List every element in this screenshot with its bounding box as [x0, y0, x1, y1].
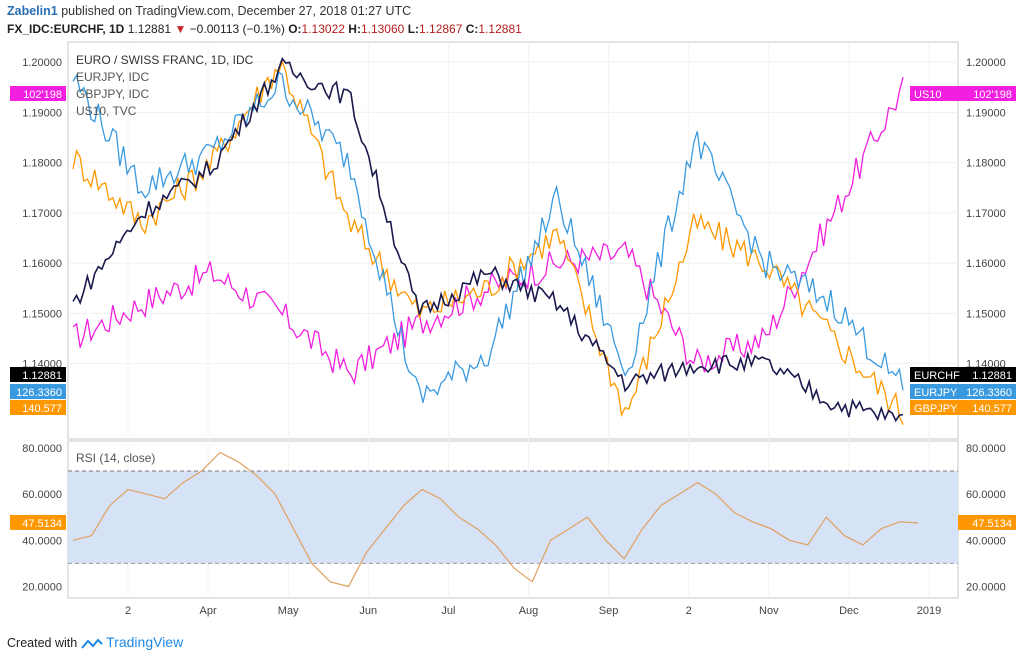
price-tag-left-us10	[10, 86, 66, 101]
price-tag-right-us10	[910, 86, 1016, 101]
rsi-y-tick-left: 40.0000	[22, 535, 62, 547]
tradingview-logo-icon	[80, 638, 103, 649]
created-with: Created with	[7, 636, 78, 650]
rsi-y-tick-right: 20.0000	[966, 581, 1006, 593]
price-tag-left-eurchf	[10, 367, 66, 382]
y-tick-left: 1.16000	[22, 258, 62, 270]
price-tag-left-text: 102'198	[23, 89, 62, 101]
rsi-y-tick-right: 80.0000	[966, 443, 1006, 455]
main-pane[interactable]	[67, 41, 959, 440]
y-tick-left: 1.15000	[22, 308, 62, 320]
price-tag-right-value: 126.3360	[966, 387, 1012, 399]
series-line-eurjpy	[72, 71, 904, 403]
x-tick-label: Nov	[759, 605, 779, 617]
price-tag-left-text: 140.577	[22, 403, 62, 415]
down-arrow-icon: ▼	[174, 22, 187, 36]
price-tag-right-name: EURCHF	[914, 370, 960, 382]
rsi-tag-right	[958, 514, 1016, 530]
x-tick-label: Sep	[599, 605, 619, 617]
rsi-tag-right-text: 47.5134	[972, 518, 1012, 530]
series-layer	[72, 56, 904, 425]
tradingview-brand[interactable]: TradingView	[106, 634, 184, 650]
close-label: C:	[465, 22, 479, 36]
rsi-y-tick-right: 60.0000	[966, 489, 1006, 501]
axis-layer: 1.20000 1.20000 1.19000 1.19000 1.18000 1.180…	[22, 57, 1006, 617]
high-label: H:	[348, 22, 361, 36]
open-label: O:	[288, 22, 302, 36]
y-tick-left: 1.20000	[22, 57, 62, 69]
legend-eurjpy[interactable]: EURJPY, IDC	[76, 70, 149, 84]
rsi-legend[interactable]: RSI (14, close)	[76, 451, 155, 465]
rsi-layer	[68, 451, 958, 588]
publish-info: published on TradingView.com, December 2…	[61, 4, 412, 18]
price-tag-left-gbpjpy	[10, 400, 66, 415]
series-line-us10	[72, 76, 904, 386]
price-tag-right-eurchf	[910, 367, 1016, 382]
y-tick-right: 1.19000	[966, 107, 1006, 119]
price-tag-right-name: GBPJPY	[914, 403, 958, 415]
legend-eurchf[interactable]: EURO / SWISS FRANC, 1D, IDC	[76, 53, 254, 67]
author-name[interactable]: Zabelin1	[7, 4, 58, 18]
y-tick-right: 1.16000	[966, 258, 1006, 270]
rsi-y-tick-left: 60.0000	[22, 489, 62, 501]
close-value: 1.12881	[478, 22, 522, 36]
price-tag-left-text: 126.3360	[16, 387, 62, 399]
rsi-y-tick-left: 80.0000	[22, 443, 62, 455]
legend-gbpjpy[interactable]: GBPJPY, IDC	[76, 87, 149, 101]
x-tick-label: 2019	[917, 605, 941, 617]
rsi-y-tick-left: 20.0000	[22, 581, 62, 593]
x-tick-label: May	[278, 605, 299, 617]
price-tag-right-value: 102'198	[973, 89, 1012, 101]
y-tick-left: 1.19000	[22, 107, 62, 119]
high-value: 1.13060	[360, 22, 405, 36]
footer: Created with TradingView	[7, 634, 183, 650]
header-line-1: Zabelin1 published on TradingView.com, D…	[7, 4, 411, 18]
x-tick-label: 2	[125, 605, 131, 617]
y-tick-right: 1.15000	[966, 308, 1006, 320]
legend: EURO / SWISS FRANC, 1D, IDC EURJPY, IDC …	[76, 53, 254, 118]
series-line-eurchf	[72, 56, 904, 423]
price-tag-right-name: US10	[914, 89, 942, 101]
price-change: −0.00113 (−0.1%)	[189, 22, 285, 36]
price-tag-right-value: 140.577	[972, 403, 1012, 415]
x-tick-label: 2	[686, 605, 692, 617]
rsi-tag-left-text: 47.5134	[22, 518, 62, 530]
y-tick-right: 1.18000	[966, 158, 1006, 170]
symbol-title: FX_IDC:EURCHF, 1D	[7, 22, 125, 36]
price-labels: 1.12881 EURCHF 1.12881 126.3360 EURJPY 126.33…	[10, 86, 1016, 530]
price-tag-right-name: EURJPY	[914, 387, 958, 399]
rsi-band	[68, 471, 958, 564]
y-tick-left: 1.18000	[22, 158, 62, 170]
open-value: 1.13022	[301, 22, 345, 36]
x-tick-label: Apr	[200, 605, 217, 617]
last-price: 1.12881	[127, 22, 172, 36]
rsi-tag-left	[10, 514, 66, 530]
low-label: L:	[407, 22, 420, 36]
x-tick-label: Aug	[519, 605, 539, 617]
rsi-y-tick-right: 40.0000	[966, 535, 1006, 547]
legend-us10[interactable]: US10, TVC	[76, 104, 137, 118]
x-tick-label: Dec	[839, 605, 859, 617]
header-line-2: FX_IDC:EURCHF, 1D 1.12881 ▼ −0.00113 (−0…	[7, 22, 522, 36]
y-tick-right: 1.17000	[966, 208, 1006, 220]
price-tag-right-gbpjpy	[910, 400, 1016, 415]
y-tick-right: 1.20000	[966, 57, 1006, 69]
price-tag-right-value: 1.12881	[972, 370, 1012, 382]
price-tag-right-eurjpy	[910, 384, 1016, 399]
x-tick-label: Jun	[359, 605, 377, 617]
x-tick-label: Jul	[441, 605, 455, 617]
y-tick-left: 1.17000	[22, 208, 62, 220]
price-tag-left-eurjpy	[10, 384, 66, 399]
rsi-line	[72, 451, 919, 588]
low-value: 1.12867	[419, 22, 463, 36]
price-tag-left-text: 1.12881	[22, 370, 62, 382]
